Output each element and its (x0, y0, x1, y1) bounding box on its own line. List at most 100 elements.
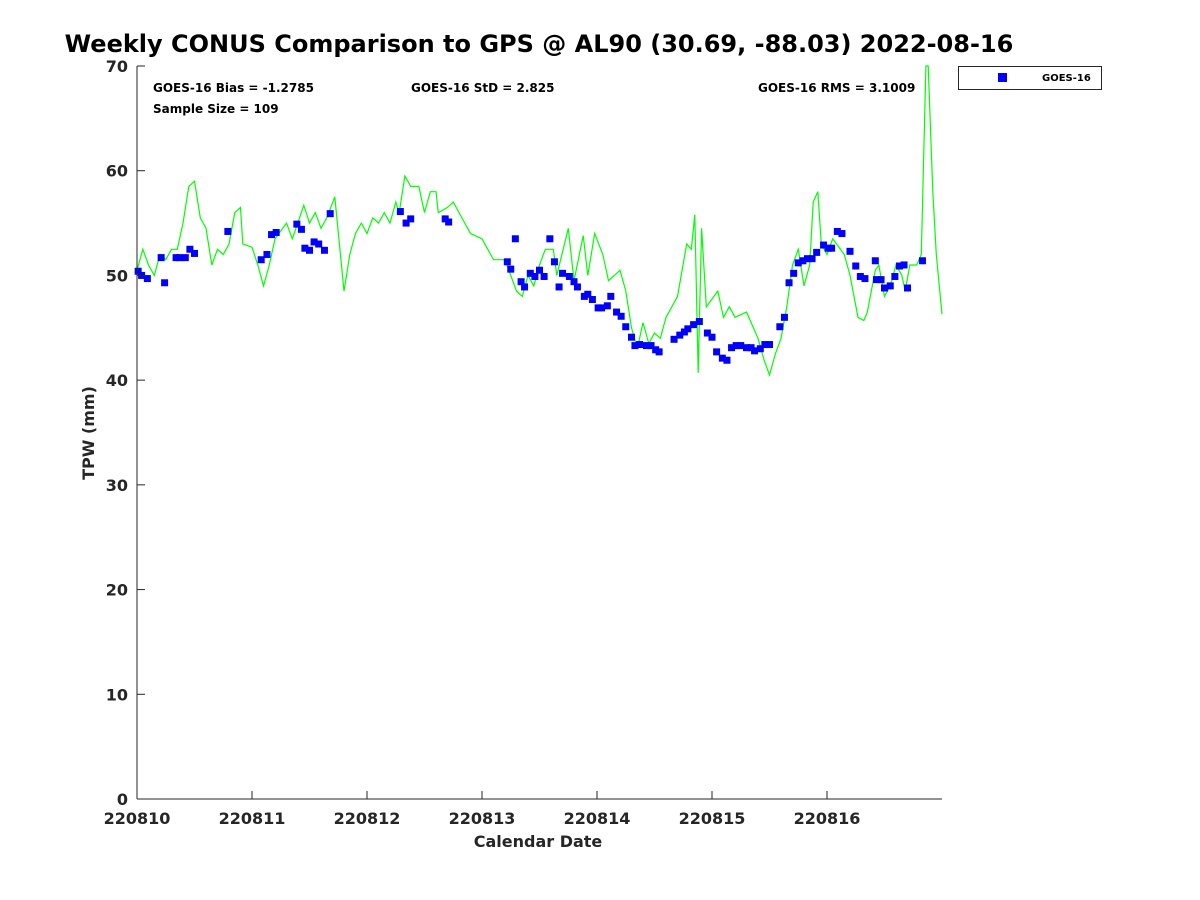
goes-16-point (751, 347, 759, 355)
sample-size-label: Sample Size = 109 (153, 102, 279, 116)
rms-label: GOES-16 RMS = 3.1009 (758, 81, 915, 95)
goes-16-point (636, 341, 644, 349)
goes-16-point (846, 247, 854, 255)
y-tick-label: 70 (106, 57, 128, 76)
goes-16-point (584, 290, 592, 298)
x-axis-label: Calendar Date (474, 832, 603, 851)
goes-16-point (838, 230, 846, 238)
std-label: GOES-16 StD = 2.825 (411, 81, 554, 95)
goes-16-point (555, 283, 563, 291)
goes-16-point (655, 348, 663, 356)
goes-16-point (134, 267, 142, 275)
goes-16-point (573, 283, 581, 291)
y-axis-label: TPW (mm) (79, 386, 98, 480)
goes-16-point (743, 344, 750, 352)
goes-16-point (647, 342, 655, 350)
chart-title: Weekly CONUS Comparison to GPS @ AL90 (3… (64, 30, 1014, 58)
goes-16-point (540, 272, 548, 280)
goes-16-point (570, 278, 578, 286)
goes-16-point (852, 262, 860, 270)
goes-16-point (723, 356, 731, 364)
x-tick-label: 220816 (794, 809, 861, 828)
goes-16-point (756, 345, 764, 353)
goes-16-point (642, 342, 650, 350)
goes-16-point (872, 276, 880, 284)
goes-16-point (761, 341, 769, 349)
goes-16-point (813, 248, 821, 256)
goes-16-point (713, 348, 721, 356)
goes-16-point (628, 333, 635, 341)
goes-16-point (268, 231, 276, 239)
goes-16-point (293, 220, 301, 228)
goes-16-point (263, 250, 271, 258)
goes-16-point (900, 261, 908, 269)
y-tick-label: 20 (106, 581, 128, 600)
goes-16-point (407, 215, 415, 223)
goes-16-point (886, 282, 894, 290)
goes-16-point (588, 296, 596, 304)
x-tick-label: 220810 (104, 809, 171, 828)
goes-16-point (315, 240, 323, 248)
goes-16-point (820, 241, 828, 249)
goes-16-point (176, 254, 184, 262)
goes-16-point (503, 258, 511, 266)
goes-16-point (776, 323, 784, 331)
goes-16-point (703, 329, 711, 337)
goes-16-point (766, 341, 773, 349)
goes-16-point (785, 279, 793, 287)
y-tick-label: 60 (106, 162, 128, 181)
x-tick-label: 220813 (449, 809, 516, 828)
goes-16-point (799, 257, 807, 265)
goes-16-point (521, 283, 529, 291)
goes-16-point (531, 272, 539, 280)
goes-16-point (690, 321, 698, 329)
goes-16-point (808, 255, 816, 263)
goes-16-point (904, 284, 911, 292)
goes-16-point (511, 235, 519, 243)
goes-16-point (877, 276, 885, 284)
goes-16-point (536, 266, 543, 274)
goes-16-point (526, 269, 534, 277)
goes-16-point (565, 272, 573, 280)
goes-16-point (598, 304, 606, 312)
goes-16-point (517, 278, 525, 286)
x-tick-label: 220814 (564, 809, 631, 828)
goes-16-point (186, 245, 194, 253)
goes-16-point (550, 258, 558, 266)
y-ticks: 0 10 20 30 40 50 60 70 (106, 57, 145, 809)
x-tick-label: 220811 (219, 809, 286, 828)
goes-16-point (891, 272, 899, 280)
goes-16-point (728, 344, 736, 352)
x-tick-label: 220812 (334, 809, 401, 828)
goes-16-point (320, 246, 328, 254)
goes-16-point (559, 269, 566, 277)
goes-16-point (224, 227, 232, 235)
goes-16-point (780, 313, 788, 321)
y-tick-label: 0 (117, 790, 128, 809)
bias-label: GOES-16 Bias = -1.2785 (153, 81, 314, 95)
goes-16-point (445, 218, 453, 226)
goes-16-point (631, 342, 639, 350)
goes-16-point (871, 257, 879, 265)
y-tick-label: 10 (106, 685, 128, 704)
goes-16-point (310, 238, 318, 246)
x-tick-label: 220815 (679, 809, 746, 828)
goes-16-point (181, 254, 189, 262)
goes-16-point (794, 259, 802, 267)
goes-16-point (790, 269, 798, 277)
goes-16-point (157, 254, 165, 262)
goes-16-point (803, 255, 811, 263)
goes-16-point (297, 225, 305, 233)
legend-label: GOES-16 (1042, 73, 1091, 84)
legend-marker-icon (998, 73, 1007, 82)
goes-16-point (718, 354, 726, 362)
goes-16-point (546, 235, 554, 243)
goes-16-point (507, 265, 515, 273)
goes-16-point (161, 279, 169, 287)
y-tick-label: 40 (106, 371, 128, 390)
goes-16-point (828, 244, 836, 252)
goes-16-point (737, 342, 745, 350)
goes-16-point (396, 208, 404, 216)
goes-16-point (613, 308, 621, 316)
